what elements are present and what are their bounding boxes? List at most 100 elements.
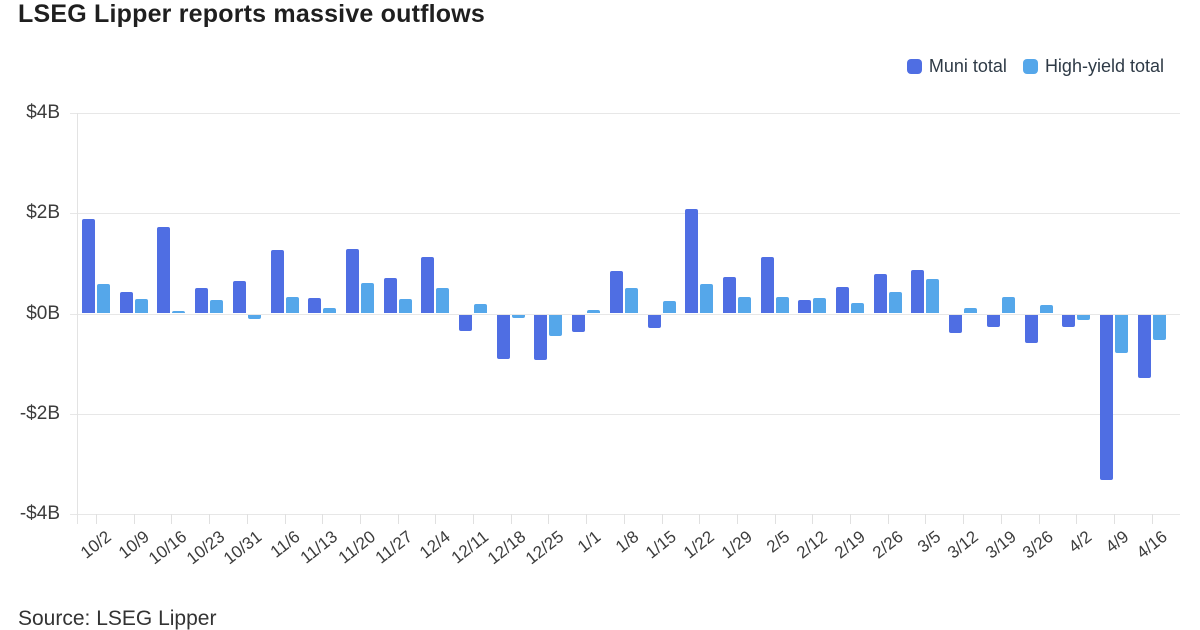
bar-muni-1-8	[609, 271, 623, 314]
bar-high-yield-11-27	[398, 299, 412, 314]
bar-muni-3-5	[911, 269, 925, 314]
bar-muni-10-31	[232, 281, 246, 314]
bar-high-yield-1-1	[587, 310, 601, 314]
legend-item-high-yield: High-yield total	[1022, 56, 1164, 77]
bar-high-yield-11-20	[360, 283, 374, 314]
x-axis-label: 10/31	[220, 527, 266, 569]
bar-muni-3-26	[1024, 314, 1038, 343]
x-axis-label: 12/11	[447, 527, 492, 568]
x-axis-label: 12/25	[521, 527, 568, 569]
bar-muni-3-19	[986, 314, 1000, 327]
x-axis-tick	[96, 514, 97, 524]
x-axis-label: 11/20	[334, 527, 379, 568]
bar-high-yield-12-11	[474, 304, 487, 314]
y-axis-label: -$4B	[19, 502, 60, 524]
x-axis-label: 11/27	[372, 527, 417, 568]
bar-muni-10-23	[195, 288, 209, 314]
bar-muni-1-1	[572, 314, 586, 333]
bar-muni-10-9	[119, 292, 133, 314]
bar-high-yield-10-23	[210, 300, 224, 314]
bar-high-yield-10-2	[97, 284, 110, 314]
x-axis-label: 3/19	[981, 527, 1020, 563]
x-axis-label: 2/5	[762, 527, 794, 557]
bar-muni-4-16	[1137, 314, 1151, 378]
bar-high-yield-12-25	[549, 314, 563, 336]
x-axis-tick	[925, 514, 927, 524]
bar-high-yield-2-5	[775, 296, 789, 314]
x-axis-tick	[1038, 514, 1040, 524]
bar-high-yield-4-9	[1114, 314, 1128, 354]
bar-muni-11-6	[270, 249, 284, 314]
source-note: Source: LSEG Lipper	[18, 607, 217, 630]
x-axis-tick	[774, 514, 776, 524]
x-axis-label: 3/26	[1019, 527, 1058, 563]
x-axis-tick	[623, 514, 625, 524]
x-axis-label: 1/22	[680, 527, 718, 563]
bar-high-yield-11-6	[285, 297, 299, 314]
legend: Muni total High-yield total	[906, 56, 1164, 77]
y-axis-label: -$2B	[19, 402, 60, 424]
bar-high-yield-3-5	[926, 278, 940, 314]
bar-muni-3-12	[949, 314, 963, 333]
gridline--$4B	[70, 513, 1180, 515]
x-axis-label: 2/19	[830, 527, 869, 563]
x-axis-label: 10/9	[114, 527, 153, 563]
x-axis-label: 10/23	[182, 527, 228, 569]
bar-muni-11-20	[345, 249, 359, 314]
x-axis-tick	[510, 514, 512, 524]
bar-high-yield-3-19	[1001, 297, 1015, 314]
bar-muni-12-11	[459, 314, 472, 332]
x-axis-label: 3/12	[944, 527, 982, 563]
legend-item-muni: Muni total	[906, 56, 1007, 77]
x-axis-tick	[209, 514, 211, 524]
bar-muni-10-2	[82, 219, 95, 314]
bar-high-yield-2-12	[813, 298, 827, 314]
x-axis-label: 10/2	[76, 527, 115, 563]
x-axis-tick	[699, 514, 701, 524]
bar-high-yield-1-29	[737, 296, 751, 314]
x-axis-label: 4/2	[1064, 527, 1095, 557]
x-axis-tick	[435, 514, 437, 524]
x-axis-tick	[1151, 514, 1153, 524]
gridline-$2B	[70, 213, 1180, 215]
x-axis-tick	[850, 514, 851, 524]
bar-muni-2-12	[798, 300, 812, 314]
gridline--$2B	[70, 413, 1180, 415]
bar-high-yield-1-15	[662, 301, 676, 314]
x-axis-label: 12/18	[484, 527, 530, 569]
x-axis-tick	[171, 514, 173, 524]
y-axis-label: $0B	[26, 302, 60, 324]
y-axis-label: $2B	[26, 202, 60, 224]
x-axis-label: 1/29	[717, 527, 756, 563]
x-axis-tick	[322, 514, 324, 524]
x-axis-tick	[133, 514, 135, 524]
x-axis-tick	[661, 514, 663, 524]
x-axis-label: 11/13	[296, 527, 341, 568]
bar-muni-1-15	[647, 314, 661, 328]
y-axis-line	[77, 113, 78, 524]
x-axis-label: 1/8	[612, 527, 643, 557]
bar-muni-2-26	[873, 274, 887, 314]
x-axis-tick	[548, 514, 550, 524]
bar-muni-11-13	[308, 298, 322, 314]
x-axis-tick	[359, 514, 361, 524]
bar-high-yield-10-16	[172, 311, 186, 314]
x-axis-tick	[586, 514, 588, 524]
x-axis-label: 2/26	[868, 527, 907, 563]
bar-high-yield-2-26	[888, 292, 902, 314]
bar-muni-2-5	[760, 256, 774, 314]
bar-muni-11-27	[383, 278, 397, 314]
x-axis-label: 10/16	[144, 527, 191, 569]
x-axis-label: 2/12	[793, 527, 832, 563]
bar-muni-1-22	[685, 209, 699, 314]
x-axis-label: 4/16	[1132, 527, 1171, 563]
bar-high-yield-4-16	[1152, 314, 1166, 340]
legend-label-high-yield: High-yield total	[1044, 56, 1164, 76]
bar-muni-12-4	[421, 256, 435, 314]
x-axis-tick	[1113, 514, 1115, 524]
bar-high-yield-11-13	[323, 308, 337, 314]
x-axis-tick	[1000, 514, 1002, 524]
x-axis-tick	[887, 514, 889, 524]
bar-high-yield-12-4	[436, 287, 450, 314]
legend-label-muni: Muni total	[928, 56, 1007, 76]
